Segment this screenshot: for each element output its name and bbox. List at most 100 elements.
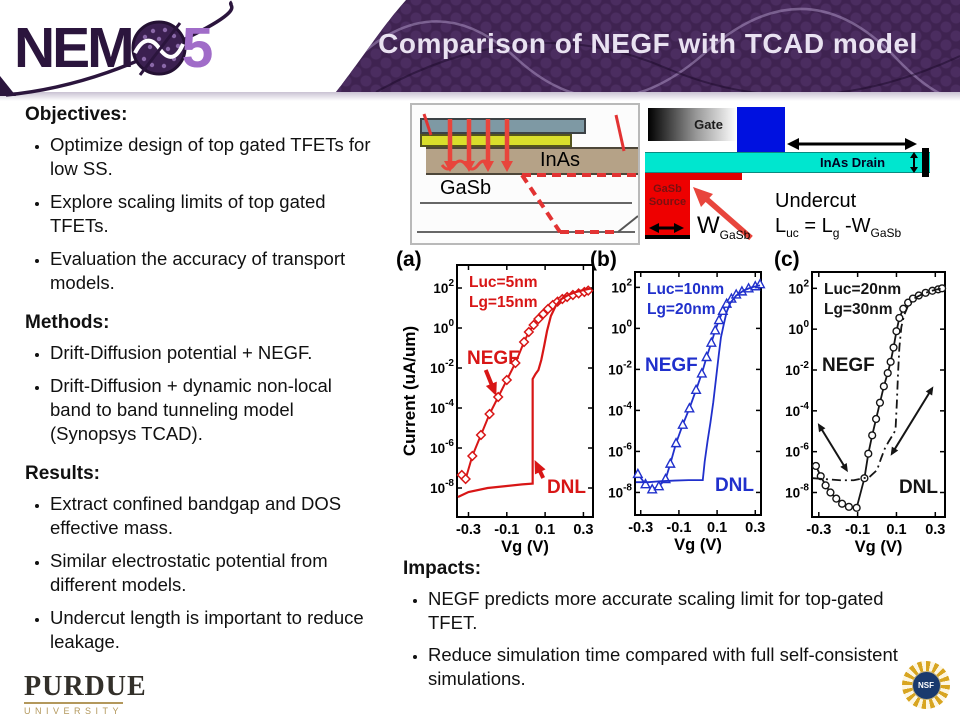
page-title: Comparison of NEGF with TCAD model <box>378 28 918 59</box>
purdue-university-text: UNIVERSITY <box>24 702 124 716</box>
inas-drain-label: InAs Drain <box>820 155 886 170</box>
gasb-source-label-line2: Source <box>648 196 687 208</box>
gate-metal-layer <box>420 118 586 134</box>
schematic-annotations <box>649 138 918 241</box>
svg-text:100: 100 <box>611 318 632 336</box>
svg-text:10-2: 10-2 <box>785 360 809 378</box>
svg-text:DNL: DNL <box>715 475 754 496</box>
left-text-column: Objectives: Optimize design of top gated… <box>25 104 405 663</box>
svg-text:0.3: 0.3 <box>745 520 765 536</box>
svg-text:Vg (V): Vg (V) <box>674 536 722 554</box>
logo-text-nem: NEM <box>14 16 135 80</box>
bullet-item: Optimize design of top gated TFETs for l… <box>50 133 372 181</box>
svg-text:10-6: 10-6 <box>785 442 809 460</box>
objectives-heading: Objectives: <box>25 104 128 125</box>
gate-block: Gate <box>648 108 737 141</box>
gasb-source-label-line1: GaSb <box>653 183 682 195</box>
purdue-logo: PURDUE UNIVERSITY <box>24 671 147 716</box>
panel-label-c: (c) <box>774 248 800 271</box>
oxide-layer <box>420 134 572 147</box>
svg-text:Lg=15nm: Lg=15nm <box>469 294 537 311</box>
device-cross-section-figure: InAs GaSb <box>410 103 640 245</box>
nsf-globe: NSF <box>911 670 941 700</box>
results-heading: Results: <box>25 463 100 484</box>
bullet-item: Reduce simulation time compared with ful… <box>428 643 910 691</box>
svg-text:0.1: 0.1 <box>707 520 727 536</box>
svg-text:Vg (V): Vg (V) <box>501 538 549 556</box>
chart-luc5: Current (uA/um) 102 100 10-2 10-4 10-6 10-8 -0.… <box>402 264 594 556</box>
drain-contact-bar <box>922 148 929 177</box>
svg-text:Current (uA/um): Current (uA/um) <box>402 326 419 456</box>
undercut-formula: Luc = Lg -WGaSb <box>775 215 902 240</box>
bullet-item: NEGF predicts more accurate scaling limi… <box>428 587 910 635</box>
banner-wave-decoration <box>336 0 960 92</box>
header-banner <box>336 0 960 92</box>
chart-luc10: 102 100 10-2 10-4 10-6 10-8 -0.3 -0.1 0.1 0.3 Vg (… <box>608 271 766 554</box>
svg-text:-0.1: -0.1 <box>666 520 691 536</box>
svg-text:100: 100 <box>788 319 809 337</box>
panel-label-a: (a) <box>396 248 422 271</box>
svg-text:-0.3: -0.3 <box>456 522 481 538</box>
header-divider <box>0 92 960 101</box>
svg-text:0.1: 0.1 <box>886 522 906 538</box>
impacts-heading: Impacts: <box>403 558 482 579</box>
bullet-item: Drift-Diffusion + dynamic non-local band… <box>50 374 372 446</box>
bullet-item: Explore scaling limits of top gated TFET… <box>50 190 372 238</box>
methods-list: Drift-Diffusion potential + NEGF. Drift-… <box>25 341 372 446</box>
svg-text:102: 102 <box>611 277 632 295</box>
objectives-list: Optimize design of top gated TFETs for l… <box>25 133 372 295</box>
inas-drain-bar <box>645 152 930 173</box>
svg-text:10-6: 10-6 <box>608 441 632 459</box>
svg-text:-0.3: -0.3 <box>628 520 653 536</box>
undercut-label: Undercut <box>775 190 857 212</box>
svg-text:10-4: 10-4 <box>430 398 454 416</box>
svg-text:NEGF: NEGF <box>467 348 520 369</box>
svg-text:Vg (V): Vg (V) <box>855 538 903 556</box>
bullet-item: Drift-Diffusion potential + NEGF. <box>50 341 372 365</box>
results-list: Extract confined bandgap and DOS effecti… <box>25 492 372 654</box>
gasb-label: GaSb <box>440 177 492 199</box>
svg-text:102: 102 <box>788 278 809 296</box>
svg-text:10-6: 10-6 <box>430 438 454 456</box>
panel-label-b: (b) <box>590 248 617 271</box>
purdue-wordmark: PURDUE <box>24 671 147 702</box>
svg-text:Lg=30nm: Lg=30nm <box>824 301 892 318</box>
bullet-item: Extract confined bandgap and DOS effecti… <box>50 492 372 540</box>
svg-text:102: 102 <box>433 278 454 296</box>
impacts-list: NEGF predicts more accurate scaling limi… <box>403 587 910 691</box>
cross-section-annotations <box>422 113 638 234</box>
bullet-item: Similar electrostatic potential from dif… <box>50 549 372 597</box>
w-gasb-label: WGaSb <box>697 212 751 242</box>
gate-contact-block <box>737 107 785 152</box>
methods-heading: Methods: <box>25 312 110 333</box>
bullet-item: Evaluation the accuracy of transport mod… <box>50 247 372 295</box>
svg-text:Lg=20nm: Lg=20nm <box>647 301 715 318</box>
svg-text:0.3: 0.3 <box>573 522 593 538</box>
svg-text:DNL: DNL <box>899 477 938 498</box>
svg-text:10-4: 10-4 <box>608 400 632 418</box>
impacts-section: Impacts: NEGF predicts more accurate sca… <box>403 558 948 699</box>
svg-text:10-8: 10-8 <box>430 478 454 496</box>
bullet-item: Undercut length is important to reduce l… <box>50 606 372 654</box>
device-schematic-figure: Gate InAs Drain GaSb Source WGaSb Underc… <box>645 100 960 246</box>
substrate-line <box>417 231 635 233</box>
svg-text:100: 100 <box>433 318 454 336</box>
svg-text:0.1: 0.1 <box>535 522 555 538</box>
svg-text:10-8: 10-8 <box>785 483 809 501</box>
svg-text:-0.3: -0.3 <box>806 522 831 538</box>
svg-text:10-2: 10-2 <box>608 359 632 377</box>
inas-label: InAs <box>540 149 581 171</box>
svg-text:0.3: 0.3 <box>925 522 945 538</box>
nemo5-logo: NEM 5 <box>14 6 213 90</box>
svg-text:-0.1: -0.1 <box>494 522 519 538</box>
svg-text:-0.1: -0.1 <box>845 522 870 538</box>
svg-text:Luc=10nm: Luc=10nm <box>647 281 724 298</box>
svg-text:DNL: DNL <box>547 477 586 498</box>
logo-text-5: 5 <box>181 16 214 80</box>
svg-text:NEGF: NEGF <box>645 355 698 376</box>
svg-text:10-8: 10-8 <box>608 482 632 500</box>
svg-text:10-2: 10-2 <box>430 358 454 376</box>
atom-icon <box>131 20 187 76</box>
svg-text:Luc=5nm: Luc=5nm <box>469 274 537 291</box>
